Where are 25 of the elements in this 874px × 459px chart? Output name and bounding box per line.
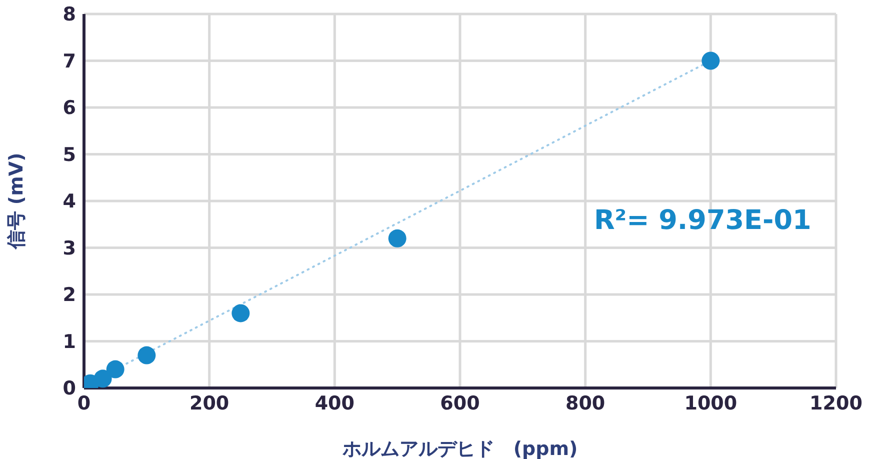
y-tick-label: 8	[62, 4, 76, 26]
y-tick-label: 0	[62, 378, 76, 400]
point	[702, 52, 720, 70]
y-axis-title: 信号 (mV)	[6, 152, 28, 250]
y-tick-label: 4	[62, 190, 76, 213]
point	[138, 346, 156, 364]
annotation: R²= 9.973E-01	[594, 205, 812, 236]
y-tick-label: 3	[62, 237, 76, 260]
x-tick-label: 0	[77, 392, 91, 414]
y-tick-label: 5	[62, 144, 76, 166]
point	[106, 360, 124, 378]
y-tick-label: 1	[62, 330, 76, 353]
x-axis-title: ホルムアルデヒド (ppm)	[341, 438, 578, 459]
y-tick-label: 6	[62, 97, 76, 120]
x-tick-label: 200	[189, 392, 230, 414]
x-tick-label: 400	[314, 392, 355, 414]
point	[388, 229, 406, 248]
point	[94, 370, 112, 388]
x-tick-label: 800	[565, 392, 606, 414]
y-tick-label: 7	[62, 50, 76, 72]
point	[232, 304, 250, 322]
x-tick-label: 1000	[684, 392, 738, 414]
x-tick-label: 600	[440, 392, 480, 414]
x-tick-label: 1200	[810, 392, 862, 414]
y-tick-label: 2	[62, 284, 76, 306]
